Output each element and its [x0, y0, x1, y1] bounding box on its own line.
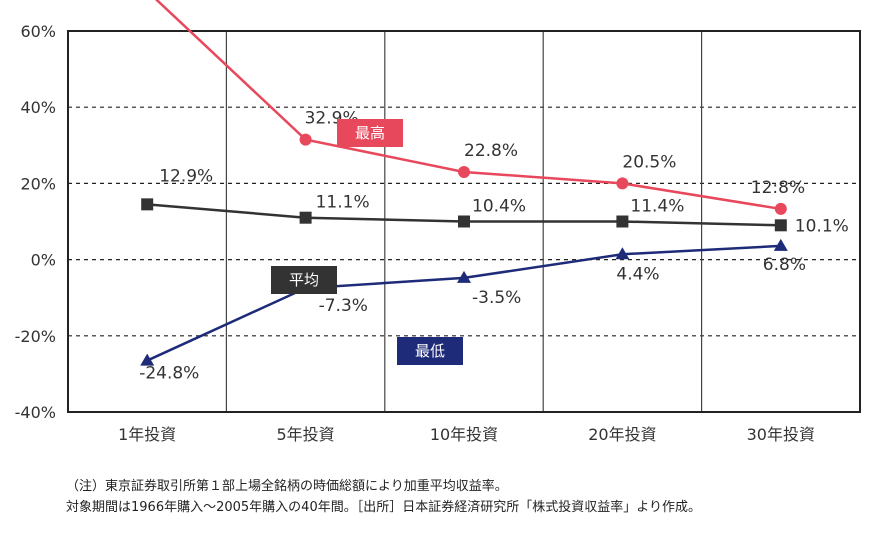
- y-tick-label: 60%: [20, 22, 56, 41]
- series-tag-box: [271, 266, 337, 294]
- data-label: 11.4%: [630, 197, 684, 217]
- data-point: [457, 270, 471, 283]
- data-point: [299, 133, 312, 146]
- series-layer: 72,1%32.9%22.8%20.5%12:8%12.9%11.1%10.4%…: [139, 0, 849, 384]
- data-point: [615, 247, 630, 260]
- data-label: 22.8%: [464, 141, 518, 161]
- series-tag-平均: 平均: [271, 266, 337, 294]
- series-平均: 12.9% 11.1% 10.4% 11.4% 10.1%: [141, 166, 849, 236]
- y-axis: 60% 40% 20% 0% -20% -40%: [15, 22, 56, 422]
- x-tick-label: 5年投資: [277, 425, 335, 444]
- series-最高: 72,1%32.9%22.8%20.5%12:8%: [154, 0, 805, 215]
- data-point: [773, 238, 788, 251]
- data-label: -7.3%: [319, 296, 368, 316]
- data-point: [299, 211, 312, 224]
- series-line: [146, 244, 781, 362]
- series-tag-最高: 最高: [337, 119, 403, 147]
- data-label: 6.8%: [763, 255, 806, 275]
- series-tag-box: [397, 337, 463, 365]
- data-label: 12.9%: [159, 166, 213, 186]
- series-tag-box: [337, 119, 403, 147]
- data-point: [774, 219, 787, 232]
- y-tick-label: -20%: [15, 327, 56, 346]
- x-tick-label: 30年投資: [747, 425, 815, 444]
- series-tag-最低: 最低: [397, 337, 463, 365]
- line-chart: 60% 40% 20% 0% -20% -40% 1年投資 5年投資 10年投資 20年投資 30…: [15, 0, 861, 444]
- data-label: 10.1%: [795, 216, 849, 236]
- data-point: [774, 202, 787, 215]
- data-label: 20.5%: [622, 152, 676, 172]
- x-tick-label: 20年投資: [588, 425, 656, 444]
- data-label: -24.8%: [139, 364, 199, 384]
- data-point: [141, 198, 154, 211]
- data-point: [616, 177, 629, 190]
- y-tick-label: 20%: [20, 174, 56, 193]
- y-tick-label: 0%: [31, 251, 56, 270]
- series-最低: -24.8% -7.3% -3.5% 4.4% 6.8%: [139, 238, 806, 384]
- y-tick-label: 40%: [20, 98, 56, 117]
- data-label: 10.4%: [472, 197, 526, 217]
- data-point: [140, 353, 155, 366]
- data-label: 12:8%: [751, 178, 805, 198]
- plot-frame: [67, 30, 861, 413]
- x-axis: 1年投資 5年投資 10年投資 20年投資 30年投資: [118, 425, 815, 444]
- data-point: [458, 215, 470, 228]
- x-tick-label: 10年投資: [430, 425, 498, 444]
- series-tag-label: 最低: [415, 342, 445, 360]
- y-tick-label: -40%: [15, 403, 56, 422]
- data-label: 4.4%: [616, 264, 659, 284]
- footnote-line-2: 対象期間は1966年購入〜2005年購入の40年間。［出所］日本証券経済研究所「…: [66, 500, 701, 515]
- series-tag-label: 平均: [289, 271, 319, 289]
- series-tag-label: 最高: [355, 124, 385, 142]
- data-label: -3.5%: [472, 288, 521, 308]
- footnotes: （注）東京証券取引所第１部上場全銘柄の時価総額により加重平均収益率。 対象期間は…: [66, 476, 701, 518]
- x-tick-label: 1年投資: [118, 425, 176, 444]
- data-point: [616, 215, 629, 228]
- footnote-line-1: （注）東京証券取引所第１部上場全銘柄の時価総額により加重平均収益率。: [66, 479, 508, 494]
- data-point: [458, 165, 470, 178]
- data-label: 11.1%: [316, 193, 370, 213]
